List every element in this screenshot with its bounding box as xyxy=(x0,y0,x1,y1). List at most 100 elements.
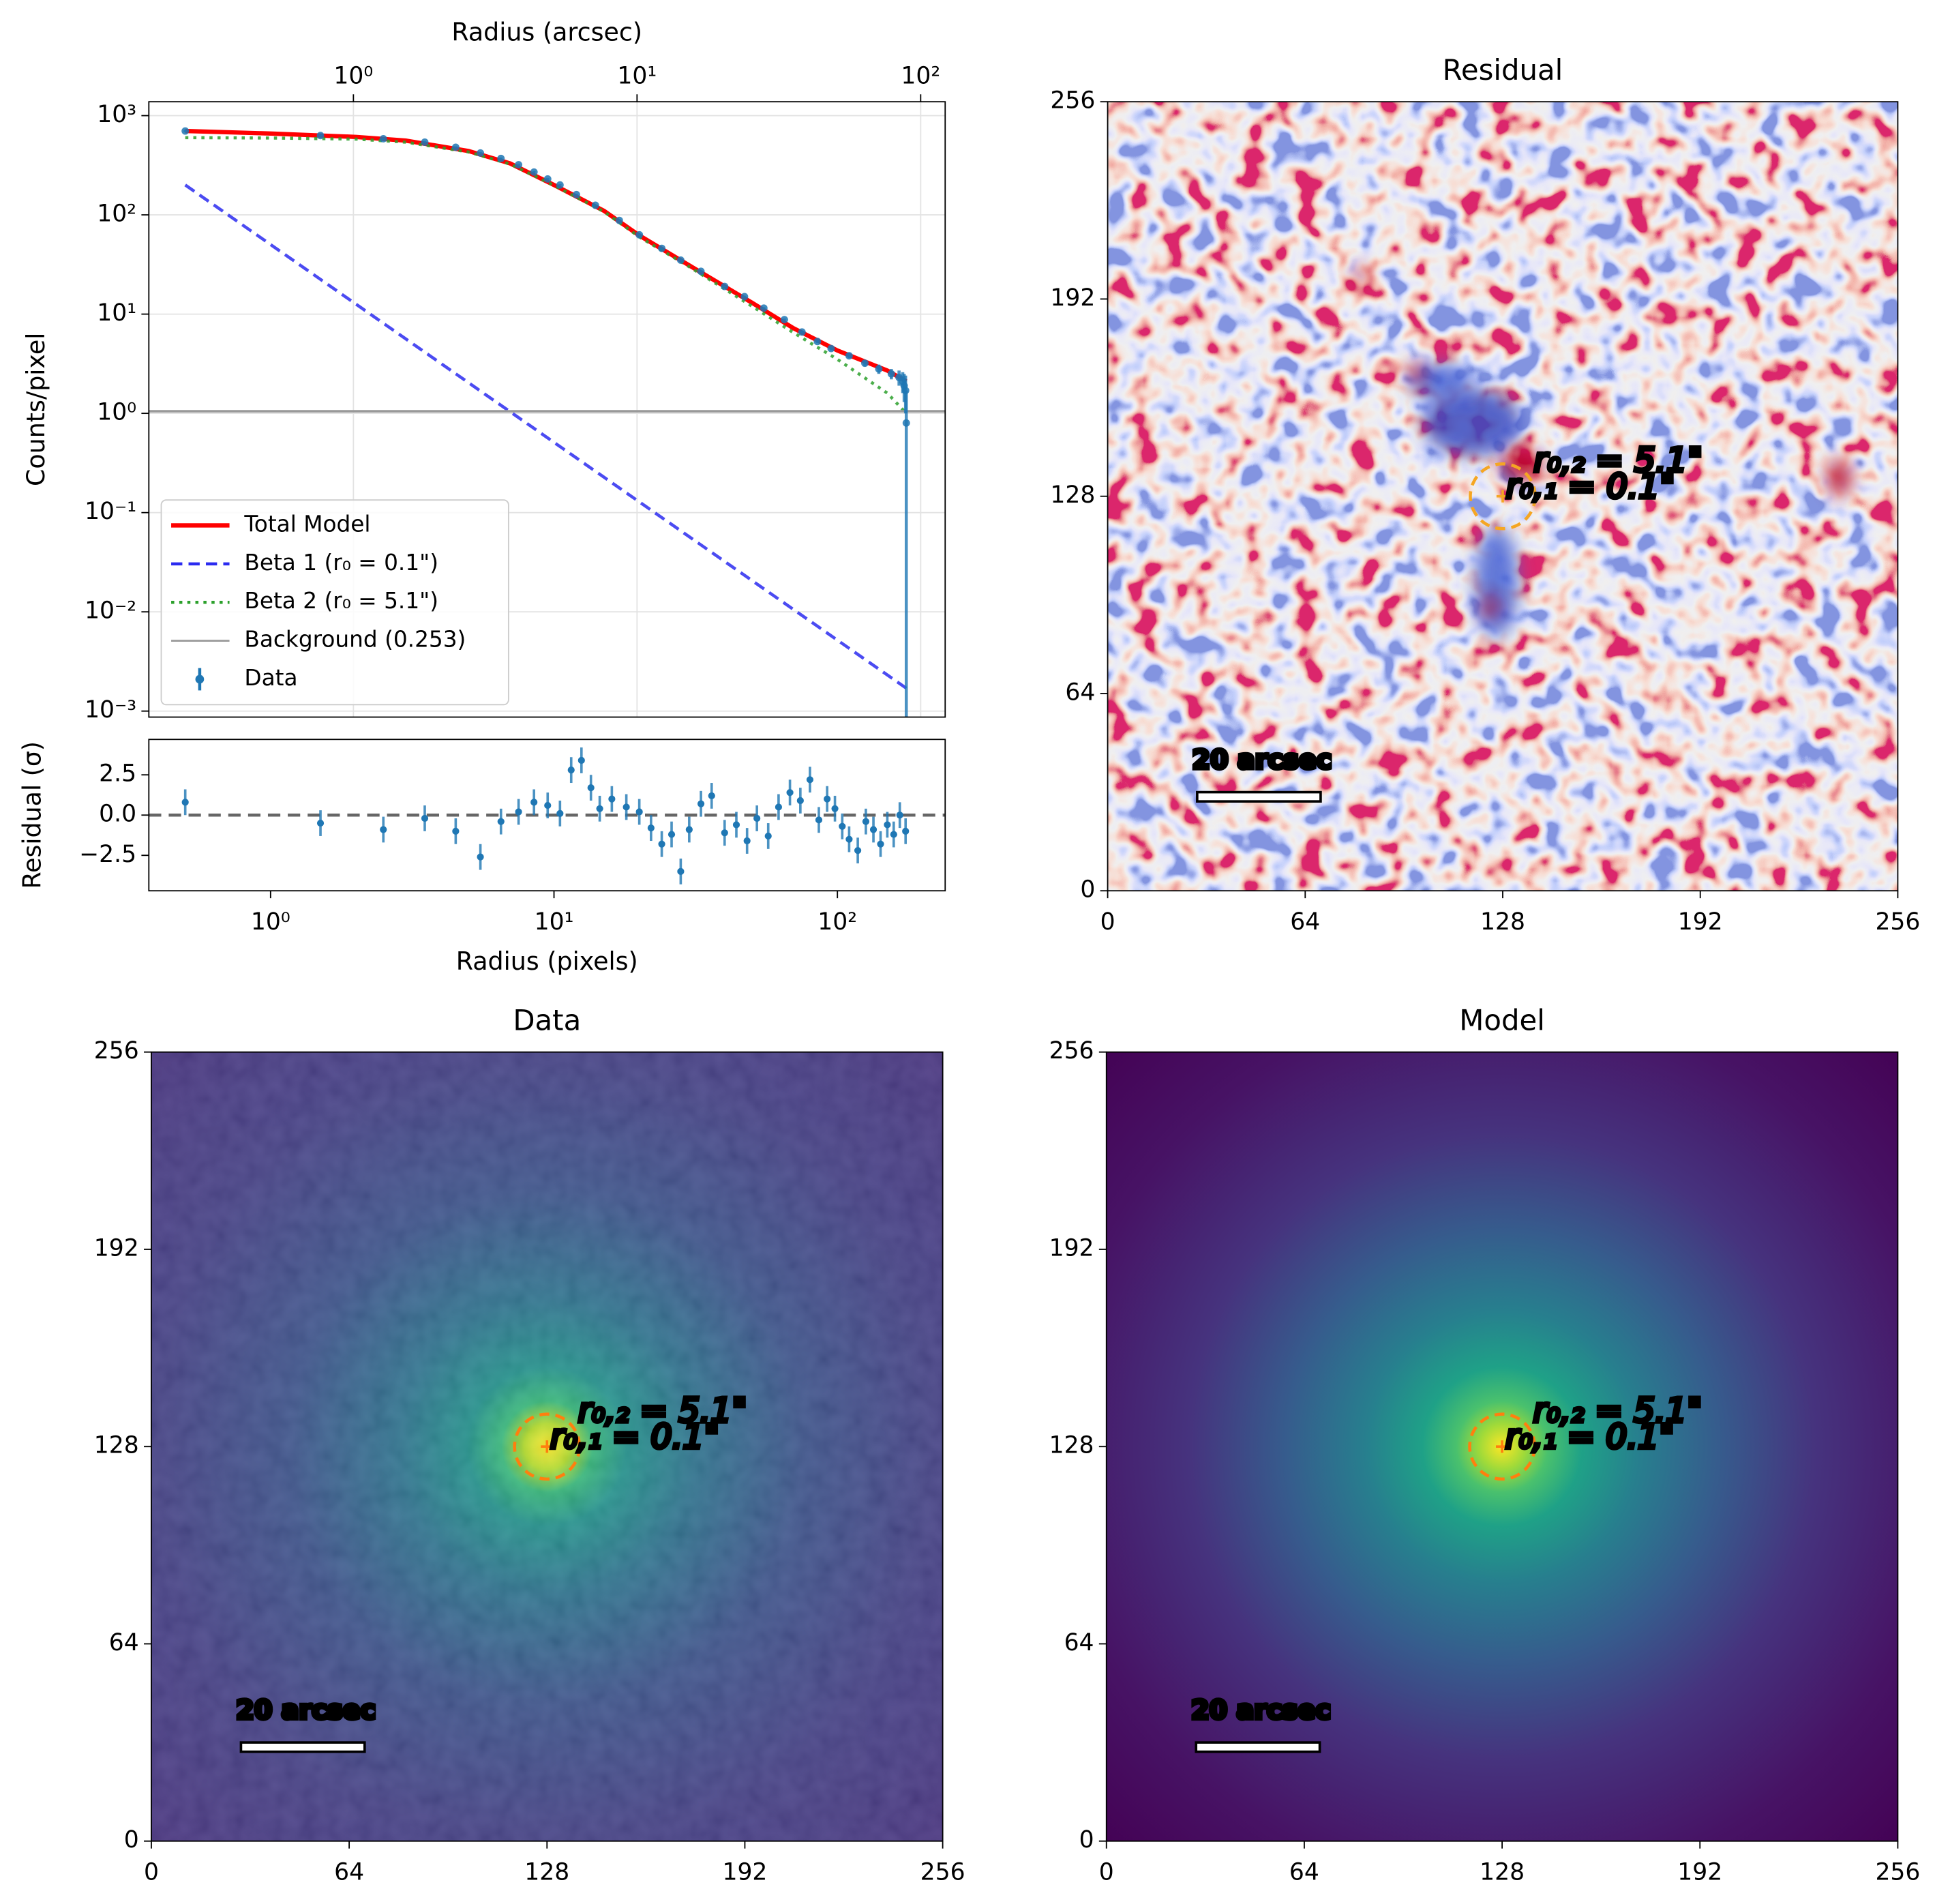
data-point xyxy=(530,168,538,176)
y-tick-label: 10² xyxy=(97,200,136,228)
plot-content xyxy=(149,127,946,717)
x-tick-label: 10⁰ xyxy=(333,62,373,89)
residual-point xyxy=(845,835,853,843)
x-tick-label: 10¹ xyxy=(617,62,657,89)
y-tick-label: 256 xyxy=(1049,1037,1094,1065)
panel-title: Data xyxy=(513,1004,581,1037)
center-marker xyxy=(541,1440,554,1453)
legend: Total Model Beta 1 (r₀ = 0.1") Beta 2 (r₀ … xyxy=(160,499,509,706)
x-tick-label: 0 xyxy=(144,1859,159,1886)
residual-point xyxy=(668,831,676,838)
residual-point xyxy=(497,818,505,825)
data-point xyxy=(477,149,485,157)
x-tick-label: 10¹ xyxy=(535,908,574,936)
y-tick-label: 64 xyxy=(1065,679,1095,706)
residual-point xyxy=(181,799,189,806)
panel-title: Residual xyxy=(1443,53,1563,87)
residual-point xyxy=(839,822,846,830)
residual-point xyxy=(608,795,616,803)
y-tick-label: 256 xyxy=(1050,87,1095,115)
data-point xyxy=(181,127,190,135)
residual-point xyxy=(515,808,522,816)
data-point xyxy=(635,230,644,239)
residual-point xyxy=(477,853,484,861)
data-point xyxy=(780,316,788,324)
legend-label: Beta 2 (r₀ = 5.1") xyxy=(244,588,438,614)
residual-point xyxy=(877,840,884,848)
y-tick-label: 128 xyxy=(1049,1432,1094,1459)
residual-point xyxy=(743,837,751,845)
y-tick-label: 10³ xyxy=(97,101,136,128)
model-line xyxy=(185,128,907,384)
y-tick-label: 64 xyxy=(1064,1629,1094,1656)
data-point xyxy=(676,256,685,264)
legend-label: Beta 1 (r₀ = 0.1") xyxy=(244,550,438,576)
x2-axis-label: Radius (arcsec) xyxy=(451,18,642,47)
x-tick-label: 192 xyxy=(1677,1859,1722,1886)
residual-point xyxy=(786,789,794,797)
image-panel: r₀,₂ = 5.1"r₀,₁ = 0.1" 20 arcsec 0 64 128 192… xyxy=(94,1004,965,1886)
data-point xyxy=(902,419,910,427)
x-tick-label: 10⁰ xyxy=(251,908,290,936)
y-tick-label: 0 xyxy=(1080,876,1095,904)
annotation: r₀,₂ = 5.1" xyxy=(578,1390,747,1430)
data-point xyxy=(451,143,460,151)
aperture-circle xyxy=(513,1412,582,1481)
residual-point xyxy=(530,799,538,806)
data-point xyxy=(543,175,552,183)
residual-point xyxy=(884,821,891,829)
data-point xyxy=(572,190,580,198)
scale-bar xyxy=(1195,1741,1321,1753)
data-point xyxy=(556,181,564,189)
data-point xyxy=(813,338,822,346)
data-point xyxy=(861,359,869,368)
residual-point xyxy=(544,801,552,809)
residual-point xyxy=(890,831,897,838)
residual-point xyxy=(685,826,693,833)
residual-point xyxy=(902,827,910,835)
panel-title: Model xyxy=(1459,1004,1545,1037)
y-tick-label: 2.5 xyxy=(99,760,136,788)
x-tick-label: 64 xyxy=(1290,908,1320,936)
annotation: r₀,₁ = 0.1" xyxy=(1506,466,1675,506)
residual-point xyxy=(824,795,831,803)
x-tick-label: 256 xyxy=(1875,908,1920,936)
residual-point xyxy=(869,826,877,833)
residual-point xyxy=(658,840,665,848)
x-tick-label: 0 xyxy=(1099,1859,1114,1886)
residual-point xyxy=(796,797,804,805)
image-feature xyxy=(1475,526,1518,638)
residual-point xyxy=(764,832,772,840)
y-tick-label: 64 xyxy=(109,1629,139,1656)
x-tick-label: 128 xyxy=(524,1859,569,1886)
y-tick-label: 192 xyxy=(1049,1234,1094,1262)
center-marker xyxy=(1495,1440,1509,1453)
y-tick-label: 192 xyxy=(94,1234,139,1262)
residual-point xyxy=(775,803,782,811)
legend-label: Total Model xyxy=(243,511,370,537)
residual-point xyxy=(622,803,630,811)
image-feature xyxy=(1827,459,1852,496)
residual-point xyxy=(806,776,814,784)
residual-point xyxy=(647,824,655,832)
annotation: r₀,₂ = 5.1" xyxy=(1533,441,1702,480)
data-point xyxy=(658,244,666,252)
model-line xyxy=(185,136,907,415)
axes-frame xyxy=(148,101,946,718)
legend-box xyxy=(160,499,509,706)
y-tick-label: 128 xyxy=(1050,481,1095,509)
data-point xyxy=(740,293,749,301)
y-tick-label: 192 xyxy=(1050,284,1095,312)
x-tick-label: 10² xyxy=(901,62,940,89)
residual-point xyxy=(815,816,823,824)
data-point xyxy=(515,161,523,169)
data-point xyxy=(875,365,883,373)
image-feature xyxy=(1422,388,1522,457)
scale-bar xyxy=(239,1741,366,1753)
y-tick-label: 0 xyxy=(124,1826,139,1854)
residual-point xyxy=(421,814,429,822)
x-axis-label: Radius (pixels) xyxy=(456,947,638,976)
residual-point xyxy=(854,847,862,854)
data-point xyxy=(591,201,599,209)
data-point xyxy=(421,138,429,146)
